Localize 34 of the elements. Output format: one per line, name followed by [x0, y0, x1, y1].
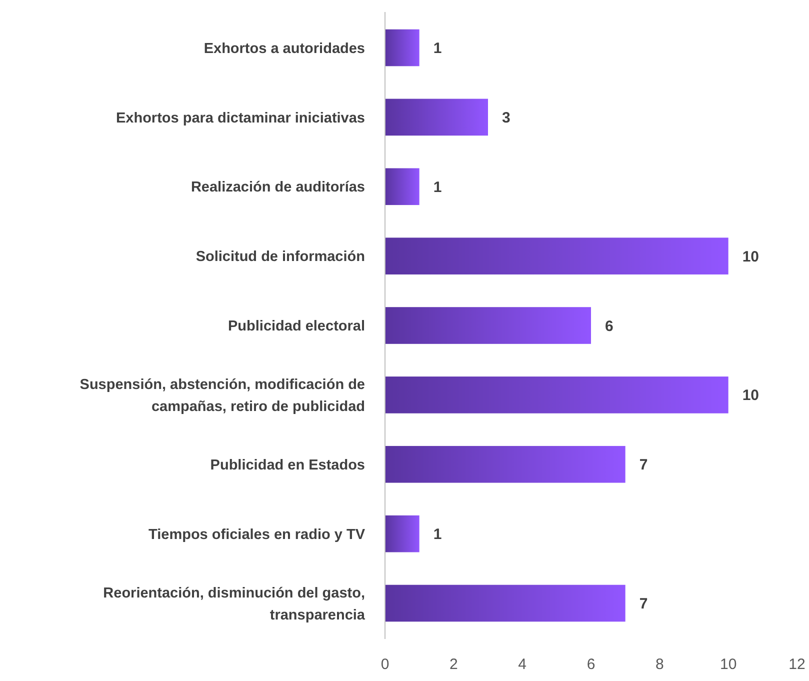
x-tick-label: 10	[720, 656, 737, 673]
bar	[385, 307, 591, 344]
x-tick-label: 8	[655, 656, 664, 673]
x-tick-label: 4	[518, 656, 527, 673]
y-tick-label: Tiempos oficiales en radio y TV	[148, 526, 366, 543]
y-tick-label: Exhortos a autoridades	[204, 40, 365, 57]
bar	[385, 515, 420, 552]
bar	[385, 29, 420, 66]
y-tick-label: Publicidad en Estados	[210, 457, 365, 474]
y-tick-label: Publicidad electoral	[228, 318, 365, 335]
y-tick-label: Exhortos para dictaminar iniciativas	[116, 110, 365, 126]
bar	[385, 238, 728, 274]
y-tick-label: Realización de auditorías	[190, 180, 365, 196]
y-tick-label: Suspensión, abstención, modificación de campañas, retiro de publicidad	[80, 377, 365, 416]
x-tick-label: 2	[449, 656, 458, 673]
data-label: 1	[433, 178, 442, 196]
data-label: 1	[433, 526, 442, 544]
bar	[385, 98, 488, 136]
y-tick-label: Reorientación, disminución del gasto, transparencia	[103, 585, 366, 624]
data-label: 7	[639, 456, 648, 474]
bar	[385, 584, 626, 622]
data-label: 10	[742, 387, 760, 404]
data-label: 1	[433, 40, 442, 58]
bar	[385, 376, 728, 414]
y-tick-label: Solicitud de información	[196, 249, 365, 266]
x-tick-label: 0	[380, 656, 390, 673]
x-tick-label: 6	[586, 656, 596, 673]
data-label: 3	[502, 109, 510, 126]
bar	[385, 446, 626, 483]
data-label: 7	[639, 595, 648, 612]
bar	[385, 168, 420, 206]
data-label: 10	[742, 248, 760, 266]
data-label: 6	[605, 318, 614, 335]
x-tick-label: 12	[788, 656, 806, 673]
